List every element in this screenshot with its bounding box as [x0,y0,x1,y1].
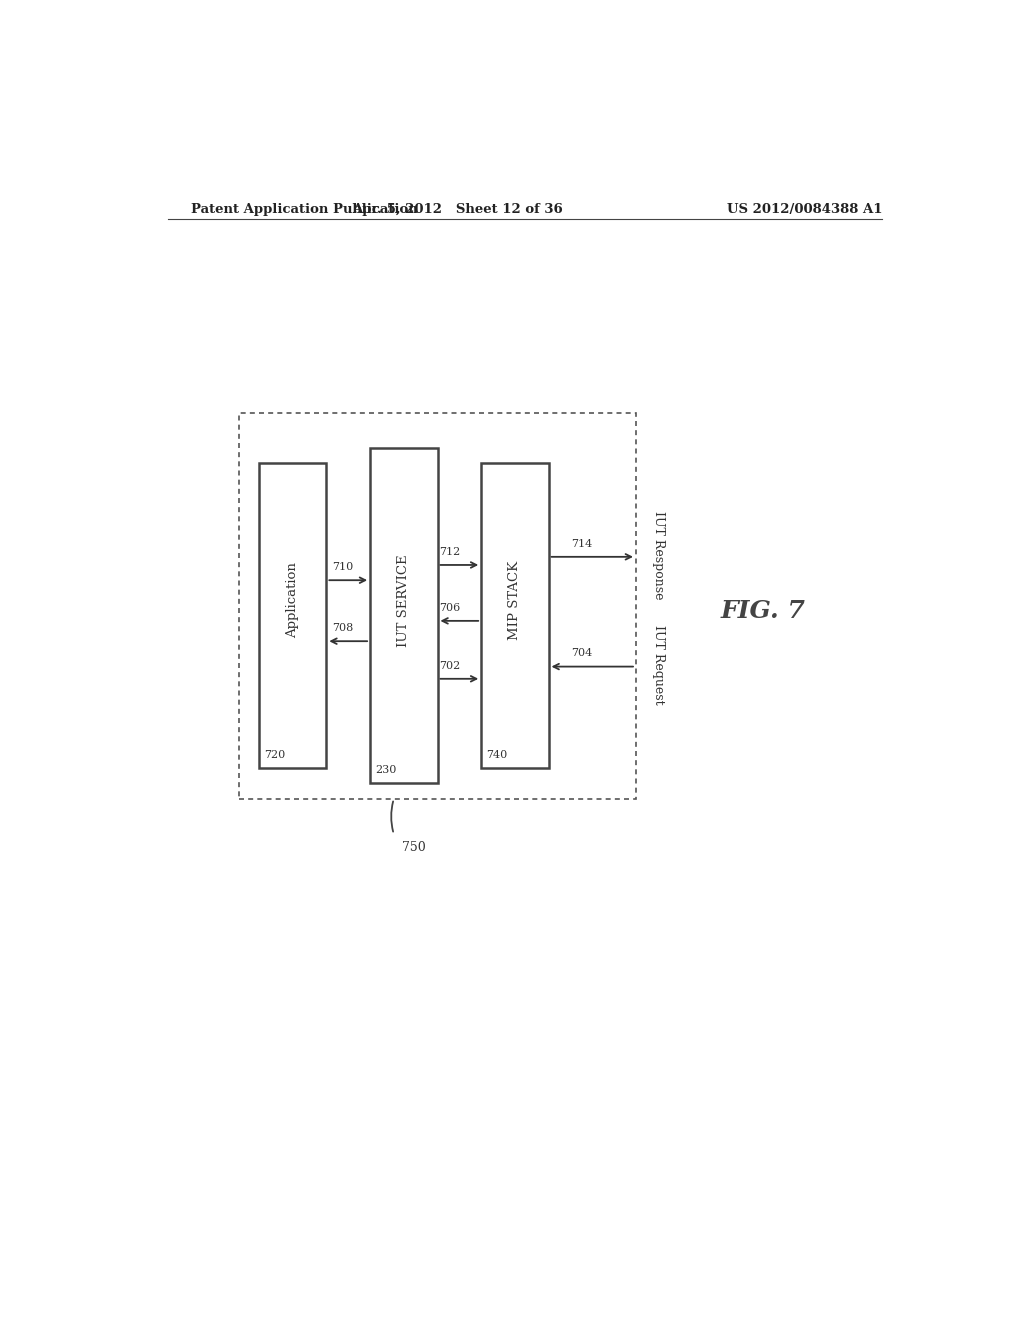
Text: Apr. 5, 2012   Sheet 12 of 36: Apr. 5, 2012 Sheet 12 of 36 [352,203,563,216]
Text: 706: 706 [438,603,460,612]
Text: IUT Request: IUT Request [652,624,665,705]
Text: 750: 750 [401,841,426,854]
Text: 704: 704 [571,648,593,659]
Text: US 2012/0084388 A1: US 2012/0084388 A1 [727,203,883,216]
Text: 712: 712 [438,546,460,557]
Text: 740: 740 [486,750,507,760]
Text: IUT SERVICE: IUT SERVICE [397,554,411,647]
Text: IUT Response: IUT Response [652,511,665,599]
Text: FIG. 7: FIG. 7 [721,599,805,623]
Text: 710: 710 [332,562,353,572]
Text: 230: 230 [375,766,396,775]
Text: 720: 720 [264,750,285,760]
Bar [481,463,549,768]
Text: Patent Application Publication: Patent Application Publication [191,203,418,216]
Text: 702: 702 [438,661,460,671]
Bar [240,413,636,799]
Bar [259,463,327,768]
Text: Application: Application [286,562,299,639]
Text: MIP STACK: MIP STACK [508,561,521,640]
Text: 708: 708 [332,623,353,634]
Text: 714: 714 [571,539,593,549]
Bar [370,447,437,784]
